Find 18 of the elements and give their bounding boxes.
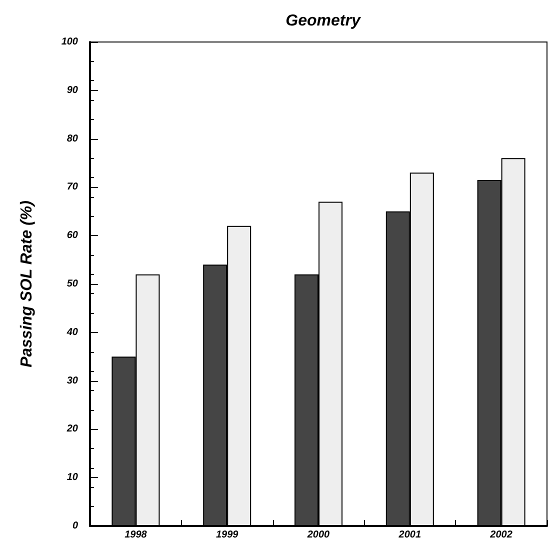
- y-axis-title: Passing SOL Rate (%): [18, 200, 36, 368]
- chart-title: Geometry: [286, 12, 362, 30]
- y-tick-label: 30: [66, 375, 78, 386]
- y-tick-label: 10: [66, 472, 78, 484]
- y-tick-label: 50: [66, 278, 78, 290]
- x-tick-label: 1998: [124, 530, 148, 540]
- y-tick-label: 60: [66, 230, 78, 242]
- x-tick-label: 2000: [306, 530, 330, 540]
- x-tick-label: 2002: [489, 530, 513, 540]
- y-tick-label: 0: [72, 520, 78, 532]
- y-tick-label: 90: [66, 84, 78, 96]
- y-tick-label: 40: [66, 326, 78, 338]
- y-tick-label: 70: [66, 182, 78, 193]
- y-tick-label: 20: [66, 424, 78, 435]
- x-tick-label: 2001: [398, 530, 422, 540]
- y-tick-label: 100: [61, 36, 78, 48]
- x-tick-label: 1999: [216, 530, 239, 540]
- y-tick-label: 80: [66, 133, 78, 144]
